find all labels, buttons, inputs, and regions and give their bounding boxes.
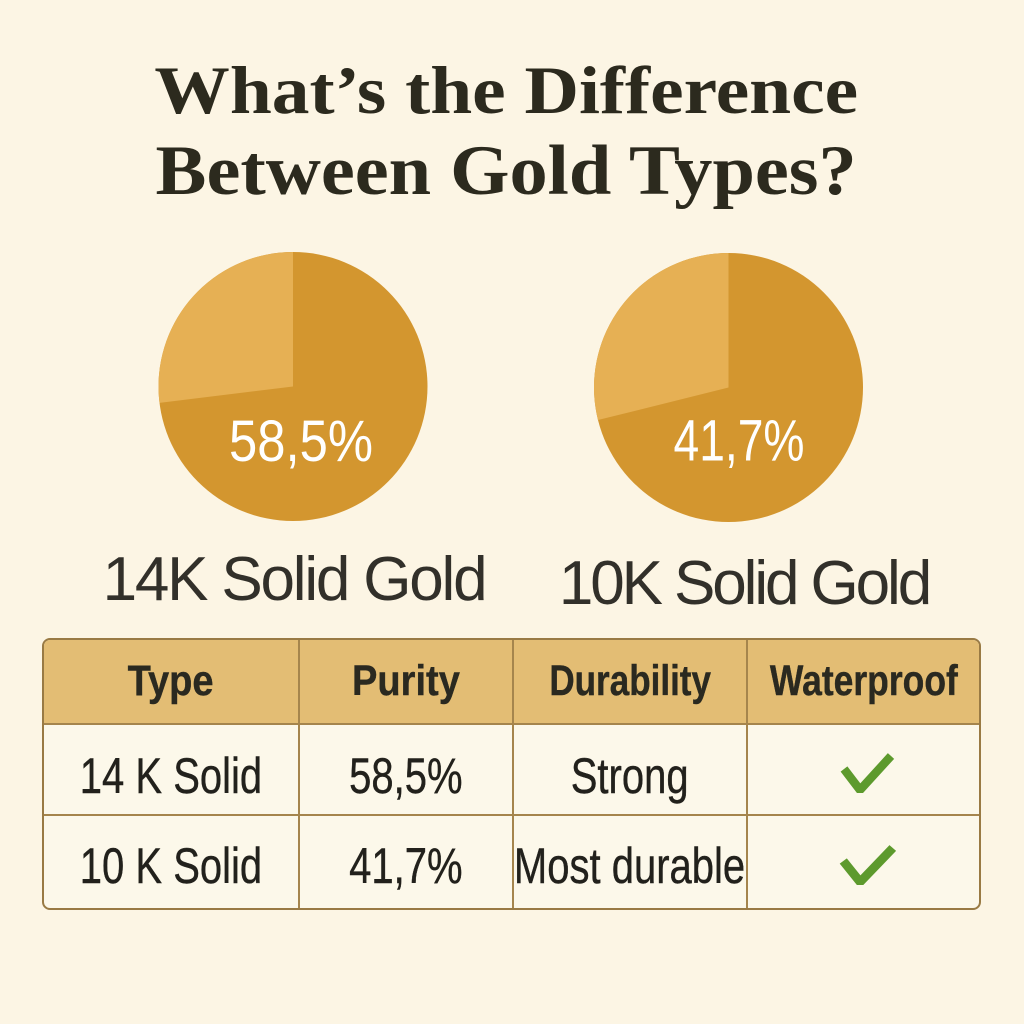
svg-text:41,7%: 41,7% [674, 409, 805, 474]
svg-text:58,5%: 58,5% [229, 409, 373, 474]
